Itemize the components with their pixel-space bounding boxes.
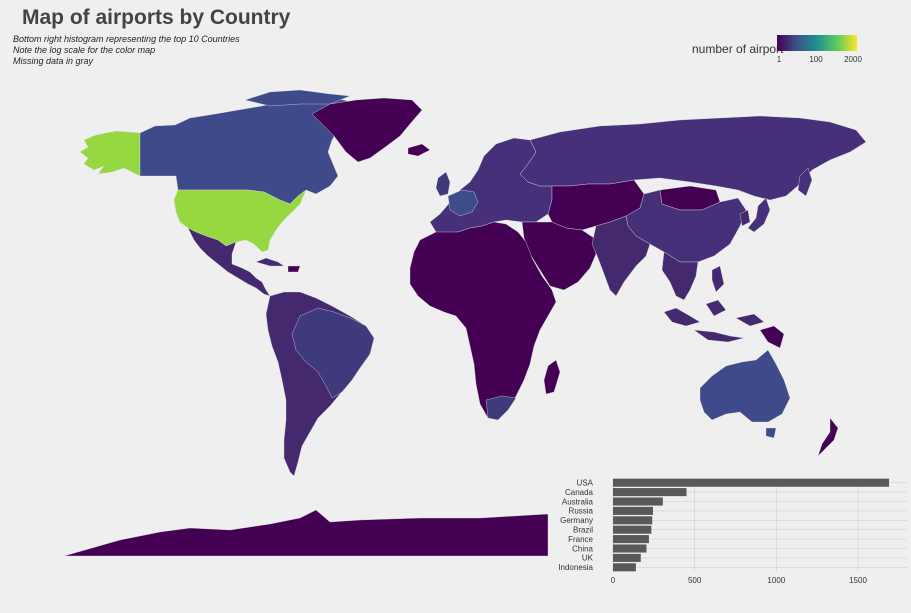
country-australia[interactable] [699, 349, 791, 423]
continent-antarctica[interactable] [63, 509, 549, 557]
histogram-bar [613, 506, 654, 515]
country-mexico[interactable] [187, 227, 271, 297]
country-papua-new-guinea[interactable] [759, 325, 785, 349]
histogram-category-label: USA [577, 479, 594, 488]
histogram-tick-label: 500 [688, 576, 702, 585]
map-subtitle: Bottom right histogram representing the … [13, 34, 240, 67]
subtitle-line: Bottom right histogram representing the … [13, 34, 240, 44]
country-russia-east[interactable] [797, 167, 813, 197]
country-alaska[interactable] [79, 130, 141, 177]
legend-colorbar [777, 35, 857, 51]
histogram-bar [613, 497, 663, 506]
map-title: Map of airports by Country [22, 6, 291, 29]
histogram-bar [613, 478, 890, 487]
country-south-africa[interactable] [485, 395, 517, 421]
country-japan[interactable] [747, 197, 771, 233]
country-australia-tasmania[interactable] [765, 427, 777, 439]
country-uk[interactable] [435, 171, 451, 197]
histogram-bar [613, 553, 641, 562]
histogram-category-label: Brazil [573, 526, 593, 535]
histogram-category-label: Germany [560, 516, 593, 525]
subtitle-line: Note the log scale for the color map [13, 45, 156, 55]
histogram-tick-label: 1500 [849, 576, 867, 585]
country-germany-france[interactable] [447, 189, 479, 217]
country-brazil[interactable] [291, 307, 375, 399]
legend-tick: 100 [809, 55, 823, 64]
legend-tick: 1 [776, 55, 782, 64]
region-middle-east[interactable] [521, 221, 597, 291]
color-legend: number of airport 1 100 2000 [690, 33, 870, 69]
country-new-zealand[interactable] [817, 417, 839, 457]
histogram-category-label: Australia [562, 497, 594, 506]
country-russia[interactable] [519, 115, 867, 201]
histogram-category-label: Indonesia [558, 563, 593, 572]
country-caribbean[interactable] [287, 265, 301, 273]
histogram-category-label: UK [582, 554, 594, 563]
histogram-tick-label: 0 [611, 576, 616, 585]
country-greenland[interactable] [311, 97, 423, 163]
country-philippines[interactable] [711, 265, 725, 293]
histogram-category-label: France [568, 535, 593, 544]
histogram-bar [613, 563, 636, 572]
subtitle-line: Missing data in gray [13, 56, 94, 66]
histogram-category-label: Russia [569, 507, 594, 516]
histogram-bar [613, 544, 647, 553]
histogram-tick-label: 1000 [767, 576, 785, 585]
histogram-category-label: China [572, 544, 593, 553]
histogram-bar [613, 516, 653, 525]
legend-title: number of airport [692, 42, 784, 56]
country-canada-islands[interactable] [244, 89, 351, 107]
region-southeast-asia[interactable] [661, 251, 699, 301]
country-indonesia[interactable] [663, 299, 765, 343]
histogram-bar [613, 488, 687, 497]
histogram-category-label: Canada [565, 488, 594, 497]
country-madagascar[interactable] [543, 359, 561, 395]
country-korea[interactable] [739, 209, 751, 227]
histogram-bar [613, 525, 652, 534]
continent-africa[interactable] [409, 221, 557, 421]
histogram-bar [613, 535, 649, 544]
country-cuba[interactable] [255, 257, 285, 267]
country-india[interactable] [591, 215, 651, 297]
country-iceland[interactable] [407, 143, 431, 157]
legend-tick: 2000 [844, 55, 862, 64]
